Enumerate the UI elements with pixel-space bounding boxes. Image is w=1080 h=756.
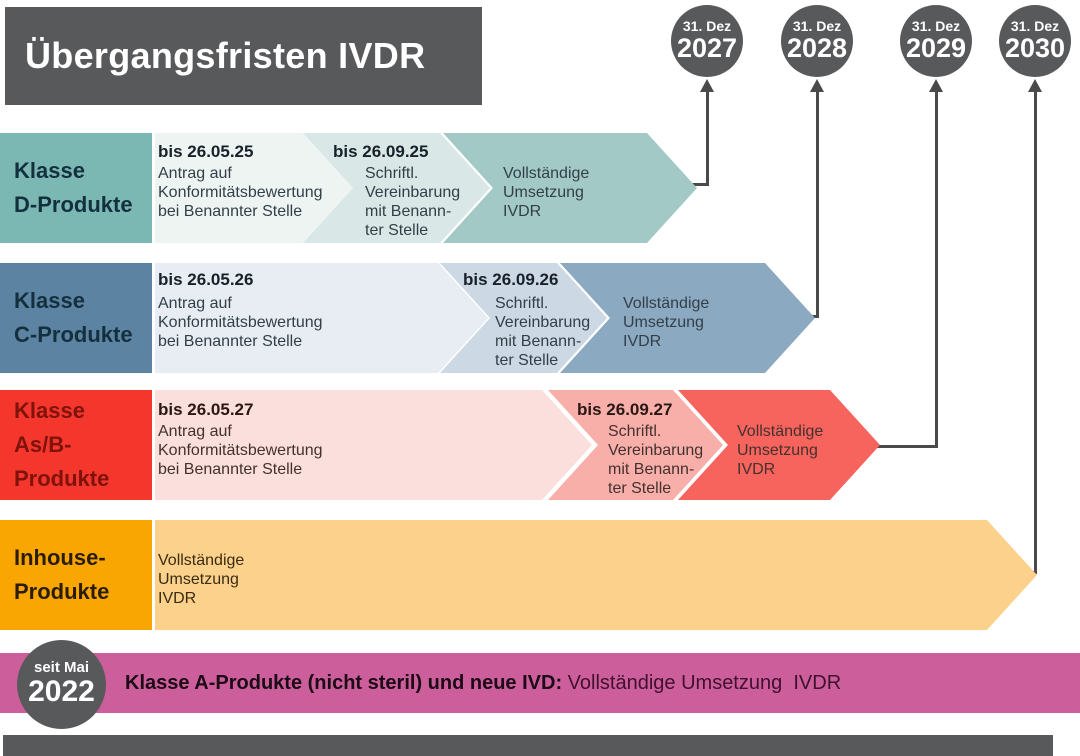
- badge-label: seit Mai: [33, 659, 90, 676]
- text-line: Antrag auf: [158, 423, 232, 440]
- text-line: IVDR: [503, 203, 542, 220]
- text-line: Umsetzung: [158, 571, 239, 588]
- text-line: Vollständige: [623, 295, 710, 312]
- milestone-date: 31. Dez: [911, 18, 961, 34]
- text-line: Vollständige: [503, 165, 590, 182]
- text-line: Antrag auf: [158, 165, 232, 182]
- text-line: ter Stelle: [365, 222, 429, 239]
- arrow-up-icon: [810, 79, 824, 92]
- title-box: Übergangsfristen IVDR: [5, 7, 482, 105]
- text-line: Produkte: [14, 466, 110, 491]
- baseline-text-bold: Klasse A-Produkte (nicht steril) und neu…: [125, 671, 563, 694]
- segment-text: Vollständige Umsetzung IVDR: [737, 422, 823, 479]
- segment-text: Schriftl. Vereinbarung mit Benann-ter Stel…: [365, 164, 460, 240]
- milestone-circle-2029: 31. Dez 2029: [900, 5, 972, 77]
- text-line: bei Benannter Stelle: [158, 333, 303, 350]
- footer-bar: [3, 735, 1053, 756]
- milestone-circle-2030: 31. Dez 2030: [999, 5, 1071, 77]
- text-line: Klasse: [14, 288, 85, 313]
- text-line: Umsetzung: [503, 184, 584, 201]
- text-line: bei Benannter Stelle: [158, 461, 303, 478]
- chevron-ab-1: [155, 390, 592, 500]
- deadline-heading: bis 26.09.26: [463, 270, 559, 289]
- text-line: IVDR: [623, 333, 662, 350]
- milestone-circle-2028: 31. Dez 2028: [781, 5, 853, 77]
- text-line: Produkte: [14, 579, 110, 604]
- arrow-up-icon: [1028, 79, 1042, 92]
- baseline-text: Klasse A-Produkte (nicht steril) und neu…: [125, 653, 841, 713]
- segment-text: Schriftl. Vereinbarung mit Benann-ter Stel…: [495, 294, 590, 370]
- text-line: ter Stelle: [495, 352, 559, 369]
- chevron-c-1: [155, 263, 488, 373]
- text-line: Klasse: [14, 398, 85, 423]
- milestone-date: 31. Dez: [792, 18, 842, 34]
- connector-line-2027: [706, 90, 709, 186]
- segment-text: Vollständige Umsetzung IVDR: [158, 551, 244, 608]
- baseline-badge-2022: seit Mai 2022: [17, 640, 106, 729]
- connector-line-2030: [1034, 90, 1037, 574]
- text-line: Schriftl.: [495, 295, 549, 312]
- segment-text: Antrag auf Konformitätsbewertung bei Benan…: [158, 294, 323, 351]
- text-line: Vollständige: [158, 552, 245, 569]
- segment-text: Schriftl. Vereinbarung mit Benann-ter Stel…: [608, 422, 703, 498]
- text-line: Vereinbarung: [365, 184, 461, 201]
- text-line: As/B-: [14, 432, 72, 457]
- text-line: Umsetzung: [623, 314, 704, 331]
- text-line: C-Produkte: [14, 322, 133, 347]
- text-line: mit Benann-: [608, 461, 695, 478]
- text-line: D-Produkte: [14, 192, 133, 217]
- milestone-date: 31. Dez: [682, 18, 732, 34]
- segment-text: Vollständige Umsetzung IVDR: [623, 294, 709, 351]
- milestone-date: 31. Dez: [1010, 18, 1060, 34]
- text-line: mit Benann-: [365, 203, 452, 220]
- connector-line-row-ab: [827, 445, 938, 448]
- row-label-klasse-d: Klasse D-Produkte: [0, 133, 152, 243]
- baseline-band: [0, 653, 1080, 713]
- text-line: Konformitätsbewertung: [158, 442, 323, 459]
- arrow-up-icon: [929, 79, 943, 92]
- text-line: IVDR: [158, 590, 197, 607]
- deadline-heading: bis 26.05.26: [158, 270, 254, 289]
- row-label-klasse-asb: Klasse As/B- Produkte: [0, 390, 152, 500]
- text-line: IVDR: [737, 461, 776, 478]
- deadline-heading: bis 26.09.27: [577, 400, 673, 419]
- arrow-up-icon: [700, 79, 714, 92]
- milestone-year: 2028: [786, 33, 848, 63]
- deadline-heading: bis 26.05.25: [158, 142, 254, 161]
- text-line: Vereinbarung: [495, 314, 591, 331]
- row-label-klasse-c: Klasse C-Produkte: [0, 263, 152, 373]
- connector-line-2029: [935, 90, 938, 448]
- text-line: Antrag auf: [158, 295, 232, 312]
- badge-year: 2022: [28, 675, 95, 708]
- milestone-year: 2027: [676, 33, 738, 63]
- text-line: Konformitätsbewertung: [158, 184, 323, 201]
- text-line: Schriftl.: [608, 423, 662, 440]
- baseline-text-regular: Vollständige Umsetzung IVDR: [562, 671, 842, 694]
- text-line: Vereinbarung: [608, 442, 704, 459]
- text-line: Umsetzung: [737, 442, 818, 459]
- segment-text: Vollständige Umsetzung IVDR: [503, 164, 589, 221]
- text-line: Inhouse-: [14, 545, 106, 570]
- row-label-inhouse: Inhouse- Produkte: [0, 520, 152, 630]
- milestone-year: 2029: [905, 33, 967, 63]
- text-line: mit Benann-: [495, 333, 582, 350]
- text-line: bei Benannter Stelle: [158, 203, 303, 220]
- segment-text: Antrag auf Konformitätsbewertung bei Benan…: [158, 164, 323, 221]
- deadline-heading: bis 26.09.25: [333, 142, 429, 161]
- page-title: Übergangsfristen IVDR: [25, 35, 426, 76]
- text-line: Vollständige: [737, 423, 824, 440]
- milestone-circle-2027: 31. Dez 2027: [671, 5, 743, 77]
- milestone-year: 2030: [1004, 33, 1066, 63]
- connector-line-2028: [816, 90, 819, 318]
- text-line: Klasse: [14, 158, 85, 183]
- segment-text: Antrag auf Konformitätsbewertung bei Benan…: [158, 422, 323, 479]
- chevron-inhouse: [155, 520, 1037, 630]
- text-line: ter Stelle: [608, 480, 672, 497]
- text-line: Konformitätsbewertung: [158, 314, 323, 331]
- text-line: Schriftl.: [365, 165, 419, 182]
- deadline-heading: bis 26.05.27: [158, 400, 254, 419]
